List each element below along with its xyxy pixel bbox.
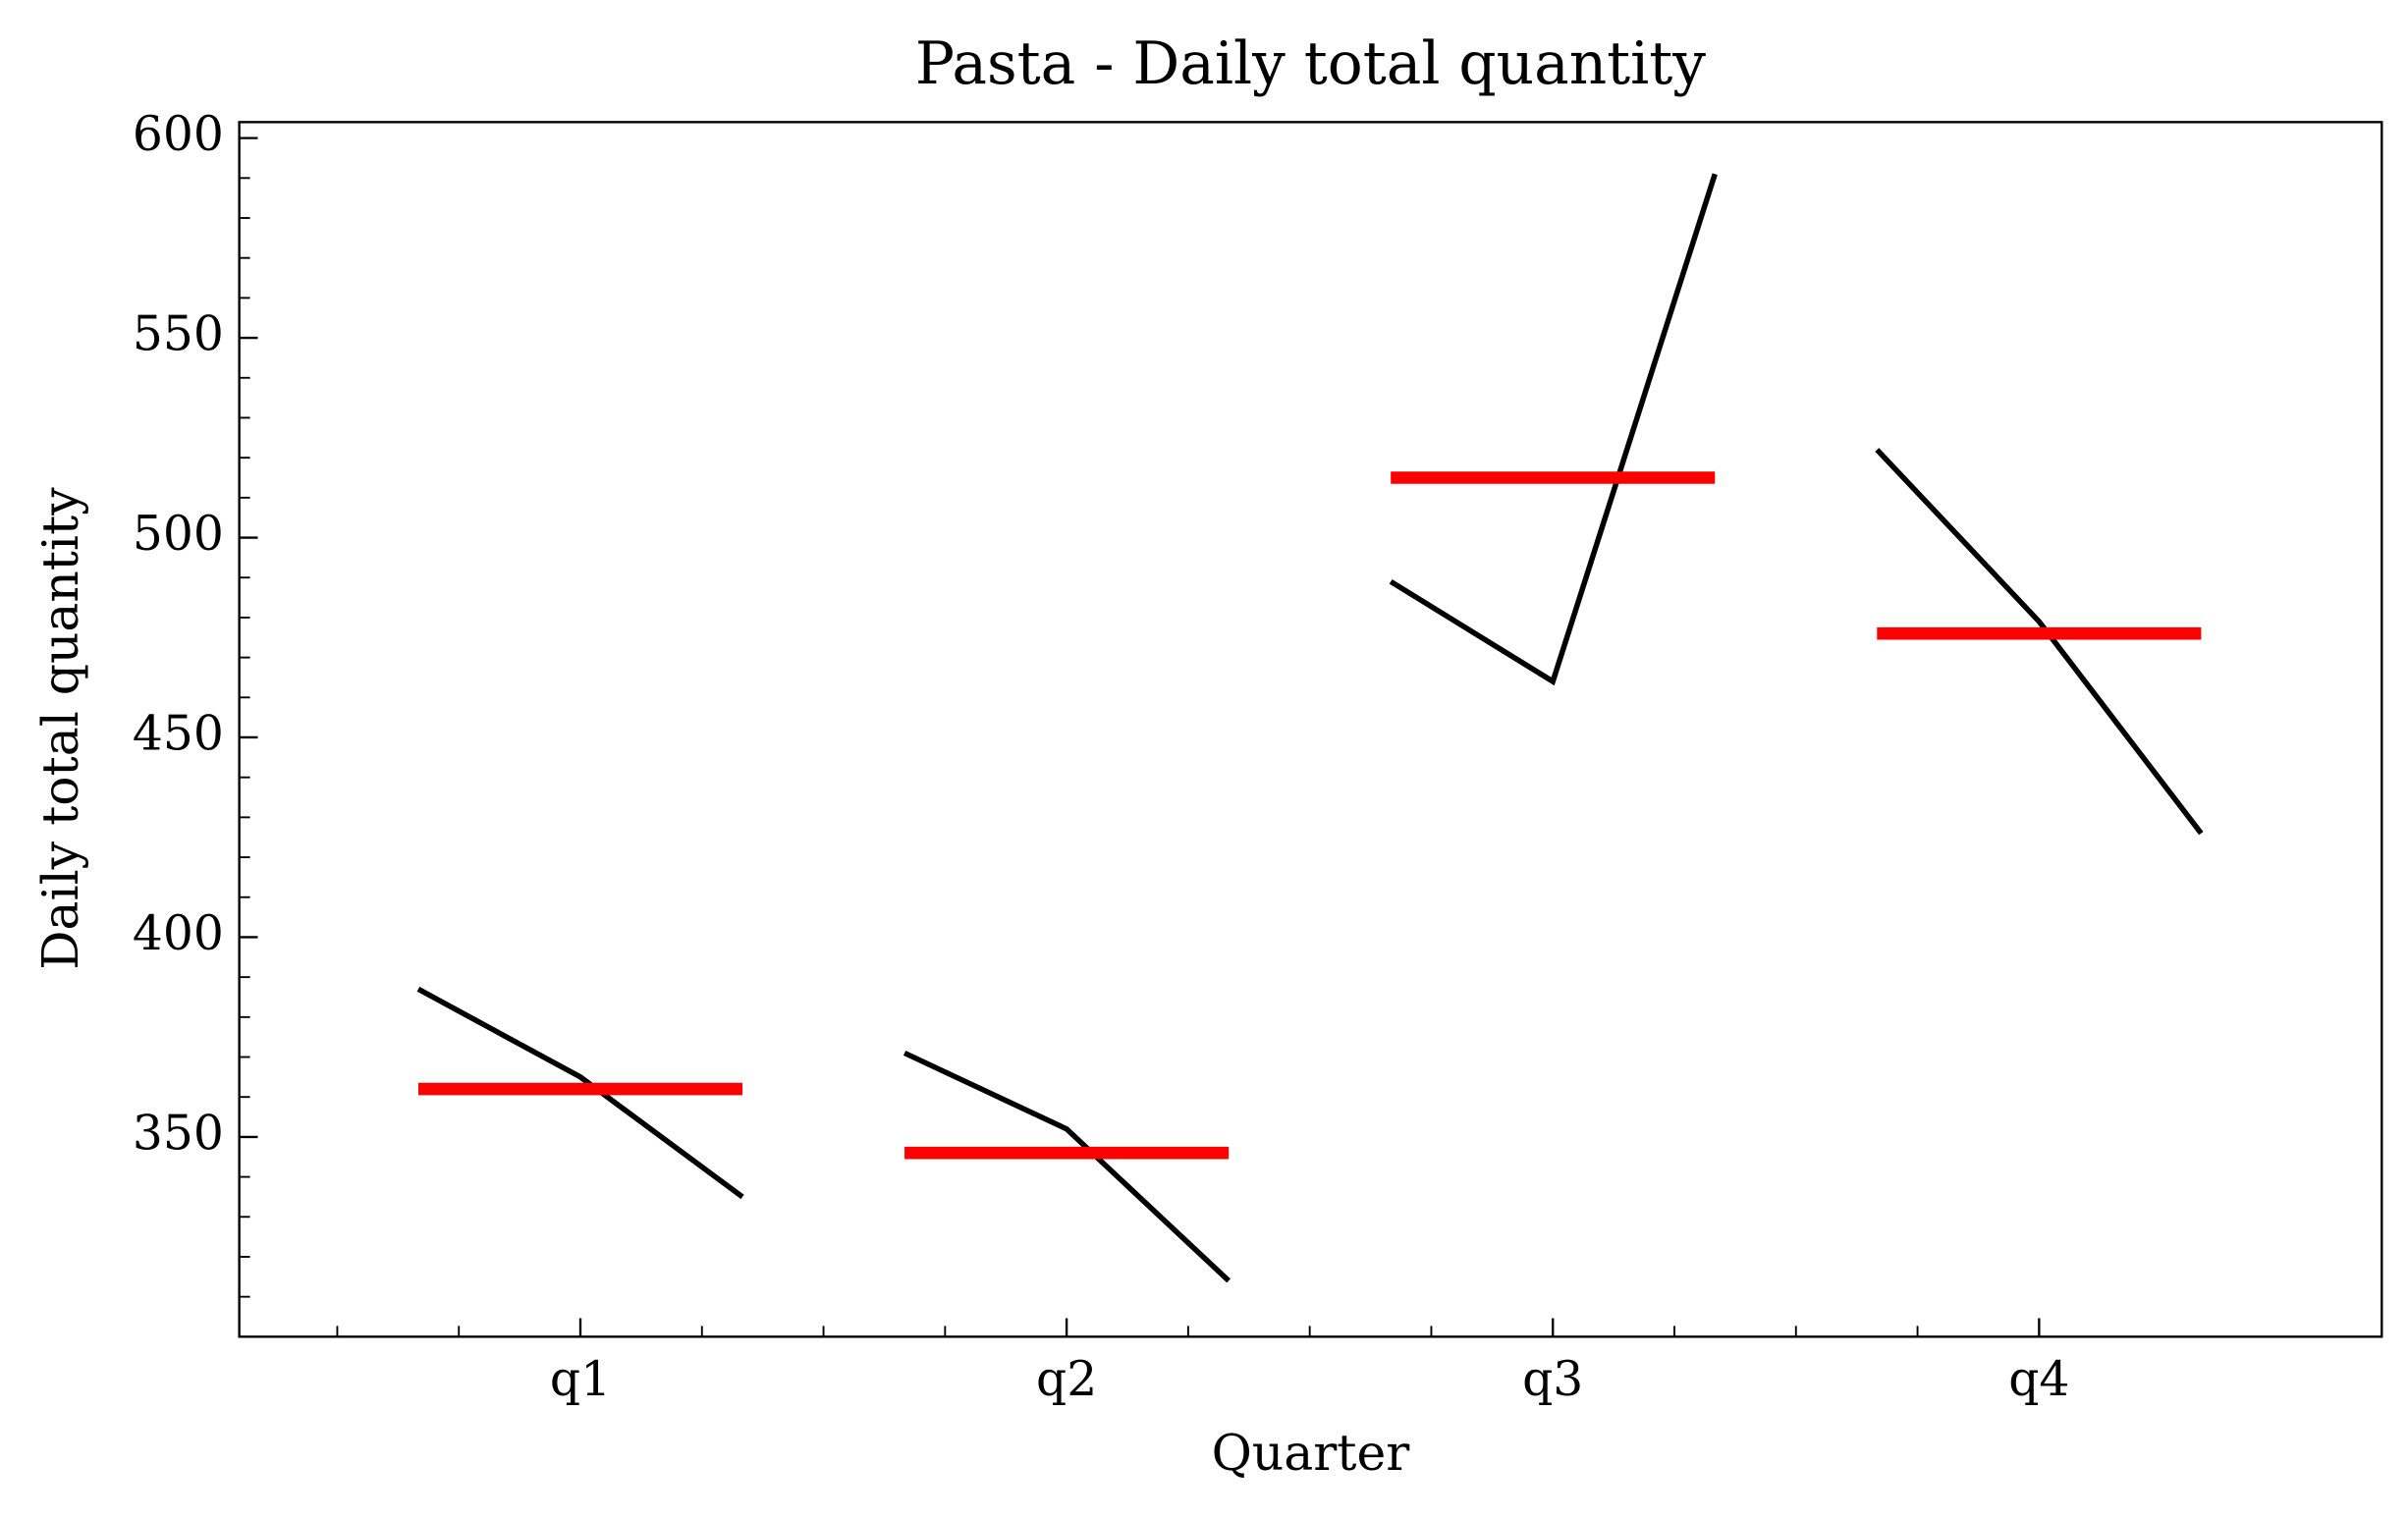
x-tick-label: q1 <box>550 1352 611 1407</box>
chart-title: Pasta - Daily total quantity <box>915 30 1706 98</box>
x-axis-label: Quarter <box>1212 1424 1411 1482</box>
y-tick-label: 400 <box>133 906 224 961</box>
subseries-line <box>416 986 744 1200</box>
x-tick-label: q2 <box>1036 1352 1097 1407</box>
y-tick-label: 500 <box>133 507 224 562</box>
y-tick-label: 450 <box>133 706 224 761</box>
y-axis-label: Daily total quantity <box>31 487 89 970</box>
x-tick-label: q3 <box>1522 1352 1583 1407</box>
y-tick-label: 600 <box>133 107 224 162</box>
x-tick-label: q4 <box>2008 1352 2069 1407</box>
y-tick-label: 550 <box>133 307 224 362</box>
subseries-line <box>1389 173 1718 686</box>
subseries-line <box>1875 448 2204 836</box>
subseries-line <box>903 1050 1231 1283</box>
y-tick-label: 350 <box>133 1106 224 1161</box>
